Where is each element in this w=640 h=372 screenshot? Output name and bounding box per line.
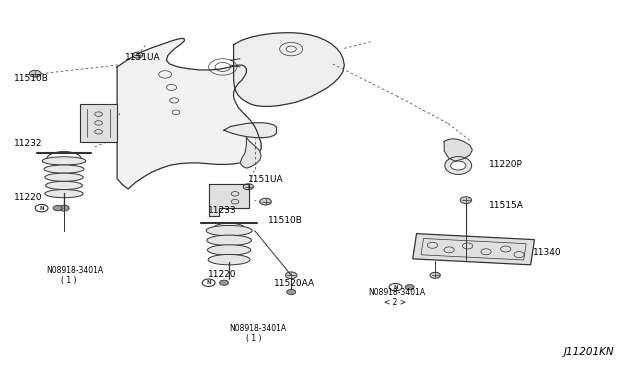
Circle shape: [59, 205, 69, 211]
Ellipse shape: [44, 165, 84, 173]
Text: N: N: [206, 280, 211, 285]
Text: 11233: 11233: [208, 206, 237, 215]
Circle shape: [29, 70, 41, 77]
Polygon shape: [240, 138, 261, 168]
Ellipse shape: [208, 254, 250, 265]
FancyBboxPatch shape: [80, 104, 117, 142]
Circle shape: [460, 197, 472, 203]
Text: 11220: 11220: [14, 193, 43, 202]
Ellipse shape: [45, 173, 83, 182]
Circle shape: [53, 205, 62, 211]
Circle shape: [405, 285, 414, 290]
Circle shape: [285, 272, 297, 279]
Circle shape: [430, 272, 440, 278]
Text: N08918-3401A: N08918-3401A: [368, 288, 425, 296]
Polygon shape: [444, 139, 472, 161]
Text: ( 1 ): ( 1 ): [246, 334, 262, 343]
Text: 11232: 11232: [14, 140, 43, 148]
Text: ( 1 ): ( 1 ): [61, 276, 76, 285]
Ellipse shape: [45, 181, 83, 189]
Text: 11510B: 11510B: [14, 74, 49, 83]
Polygon shape: [224, 123, 276, 138]
Text: J11201KN: J11201KN: [564, 347, 614, 357]
Text: 11220P: 11220P: [489, 160, 523, 169]
Text: N: N: [39, 206, 44, 211]
Circle shape: [287, 289, 296, 295]
Polygon shape: [209, 184, 249, 216]
Circle shape: [220, 280, 228, 285]
Circle shape: [202, 279, 215, 286]
Text: N08918-3401A: N08918-3401A: [46, 266, 103, 275]
Text: 11340: 11340: [532, 248, 561, 257]
Circle shape: [451, 161, 466, 170]
Polygon shape: [117, 38, 261, 189]
Circle shape: [260, 198, 271, 205]
Text: 11220: 11220: [208, 270, 237, 279]
Text: 11515A: 11515A: [489, 201, 524, 210]
Ellipse shape: [45, 189, 83, 198]
Ellipse shape: [42, 157, 86, 165]
Circle shape: [35, 204, 48, 212]
Ellipse shape: [207, 245, 251, 255]
Polygon shape: [234, 33, 344, 106]
Text: 11520AA: 11520AA: [274, 279, 315, 288]
Circle shape: [389, 283, 402, 291]
Text: 1151UA: 1151UA: [248, 175, 284, 184]
Text: 1151UA: 1151UA: [125, 53, 161, 62]
Circle shape: [132, 52, 143, 58]
Ellipse shape: [207, 235, 252, 246]
Ellipse shape: [206, 225, 252, 236]
Circle shape: [243, 184, 253, 190]
Ellipse shape: [445, 157, 472, 174]
Text: N08918-3401A: N08918-3401A: [229, 324, 286, 333]
Polygon shape: [413, 234, 534, 265]
Text: N: N: [393, 285, 398, 290]
Text: < 2 >: < 2 >: [384, 298, 406, 307]
Text: 11510B: 11510B: [268, 216, 302, 225]
